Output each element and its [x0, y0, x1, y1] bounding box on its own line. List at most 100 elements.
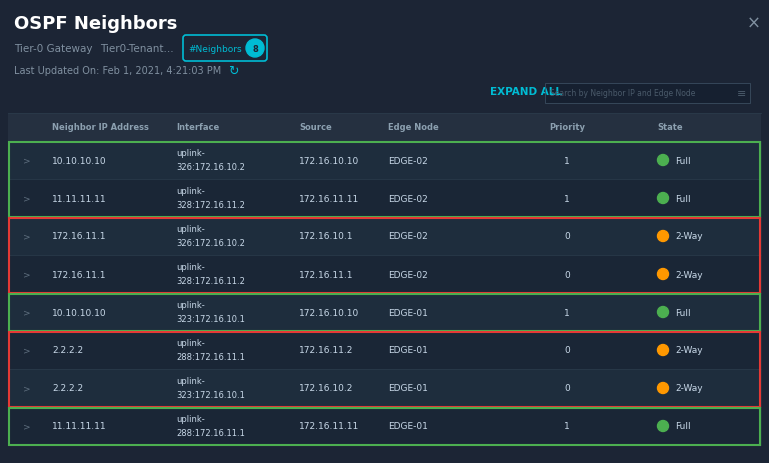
Bar [9, 218, 760, 293]
Text: 11.11.11.11: 11.11.11.11 [52, 194, 107, 203]
Text: 10.10.10.10: 10.10.10.10 [52, 156, 107, 165]
Text: Interface: Interface [176, 123, 219, 132]
Text: Full: Full [675, 422, 691, 431]
Bar [8, 256, 761, 294]
Text: State: State [657, 123, 683, 132]
Text: EDGE-02: EDGE-02 [388, 156, 428, 165]
Text: Search by Neighbor IP and Edge Node: Search by Neighbor IP and Edge Node [550, 89, 695, 98]
Text: Full: Full [675, 156, 691, 165]
Bar [8, 256, 761, 294]
Circle shape [657, 231, 668, 242]
Bar [8, 218, 761, 256]
Text: 0: 0 [564, 232, 570, 241]
Text: >: > [23, 156, 31, 165]
Text: 172.16.10.10: 172.16.10.10 [299, 156, 359, 165]
Text: 288:172.16.11.1: 288:172.16.11.1 [176, 429, 245, 438]
Bar [8, 114, 761, 142]
Text: >: > [23, 346, 31, 355]
Bar [8, 180, 761, 218]
Text: EDGE-01: EDGE-01 [388, 384, 428, 393]
Text: 1: 1 [564, 308, 570, 317]
Circle shape [657, 420, 668, 432]
Text: Edge Node: Edge Node [388, 123, 439, 132]
Text: 288:172.16.11.1: 288:172.16.11.1 [176, 353, 245, 362]
Text: 172.16.11.11: 172.16.11.11 [299, 194, 359, 203]
Text: uplink-: uplink- [176, 225, 205, 234]
Text: 2.2.2.2: 2.2.2.2 [52, 384, 83, 393]
Text: 11.11.11.11: 11.11.11.11 [52, 422, 107, 431]
Text: 323:172.16.10.1: 323:172.16.10.1 [176, 391, 245, 400]
Text: uplink-: uplink- [176, 377, 205, 386]
Bar [9, 142, 760, 217]
Text: >: > [23, 422, 31, 431]
Bar [8, 332, 761, 369]
Bar [8, 180, 761, 218]
Bar [8, 142, 761, 180]
Circle shape [657, 307, 668, 318]
Circle shape [657, 383, 668, 394]
Bar [8, 332, 761, 369]
Text: 172.16.11.1: 172.16.11.1 [299, 270, 354, 279]
Text: 172.16.11.11: 172.16.11.11 [299, 422, 359, 431]
Text: 2-Way: 2-Way [675, 232, 703, 241]
Text: 1: 1 [564, 194, 570, 203]
Text: Last Updated On: Feb 1, 2021, 4:21:03 PM: Last Updated On: Feb 1, 2021, 4:21:03 PM [14, 66, 221, 76]
Text: 2-Way: 2-Way [675, 346, 703, 355]
Text: 172.16.11.1: 172.16.11.1 [52, 232, 106, 241]
Text: uplink-: uplink- [176, 301, 205, 310]
Circle shape [657, 155, 668, 166]
Bar [8, 407, 761, 445]
Text: EDGE-01: EDGE-01 [388, 422, 428, 431]
Text: 0: 0 [564, 270, 570, 279]
Bar [8, 218, 761, 256]
Bar [8, 369, 761, 407]
Text: 8: 8 [252, 44, 258, 53]
Bar [9, 294, 760, 331]
Text: 172.16.10.2: 172.16.10.2 [299, 384, 354, 393]
Text: Source: Source [299, 123, 331, 132]
Text: Tier0-Tenant...: Tier0-Tenant... [100, 44, 174, 54]
Text: 0: 0 [564, 384, 570, 393]
Circle shape [657, 345, 668, 356]
Bar [8, 294, 761, 332]
Text: 326:172.16.10.2: 326:172.16.10.2 [176, 239, 245, 248]
Text: 172.16.10.10: 172.16.10.10 [299, 308, 359, 317]
Text: EDGE-01: EDGE-01 [388, 346, 428, 355]
Circle shape [657, 269, 668, 280]
Bar [8, 407, 761, 445]
Text: Full: Full [675, 194, 691, 203]
Text: 326:172.16.10.2: 326:172.16.10.2 [176, 163, 245, 172]
Text: EDGE-02: EDGE-02 [388, 194, 428, 203]
Text: 172.16.11.1: 172.16.11.1 [52, 270, 106, 279]
Text: ×: × [747, 15, 761, 33]
Bar [9, 332, 760, 407]
Text: Neighbor IP Address: Neighbor IP Address [52, 123, 149, 132]
Text: 2-Way: 2-Way [675, 384, 703, 393]
Text: uplink-: uplink- [176, 187, 205, 196]
Bar [8, 294, 761, 332]
Bar [8, 369, 761, 407]
Text: Tier-0 Gateway: Tier-0 Gateway [14, 44, 92, 54]
Bar [9, 407, 760, 444]
Circle shape [246, 40, 264, 58]
Circle shape [657, 193, 668, 204]
Text: uplink-: uplink- [176, 414, 205, 424]
Text: 2-Way: 2-Way [675, 270, 703, 279]
Bar [545, 84, 750, 104]
Text: #Neighbors: #Neighbors [188, 44, 241, 53]
Text: 10.10.10.10: 10.10.10.10 [52, 308, 107, 317]
Text: EDGE-02: EDGE-02 [388, 232, 428, 241]
Text: >: > [23, 384, 31, 393]
Text: >: > [23, 194, 31, 203]
Text: 328:172.16.11.2: 328:172.16.11.2 [176, 277, 245, 286]
Bar [8, 142, 761, 180]
Text: 2.2.2.2: 2.2.2.2 [52, 346, 83, 355]
Text: ↻: ↻ [228, 64, 238, 77]
Text: EDGE-02: EDGE-02 [388, 270, 428, 279]
Text: 1: 1 [564, 422, 570, 431]
Text: 0: 0 [564, 346, 570, 355]
Text: >: > [23, 270, 31, 279]
Text: Priority: Priority [549, 123, 585, 132]
Text: uplink-: uplink- [176, 149, 205, 158]
Text: uplink-: uplink- [176, 263, 205, 272]
